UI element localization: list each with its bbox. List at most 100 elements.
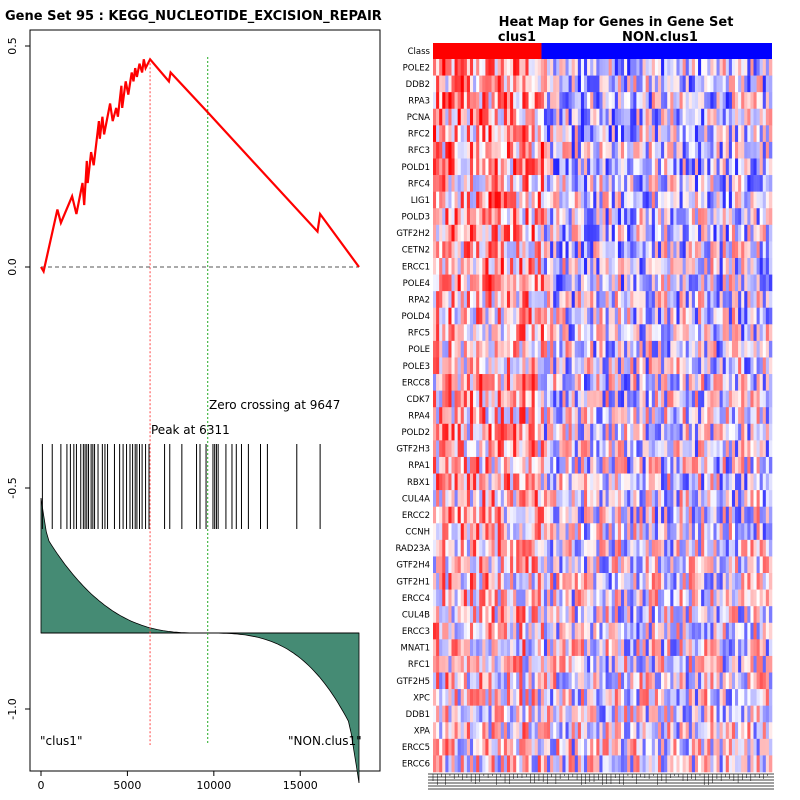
heatmap-cell [528,473,532,491]
heatmap-cell [661,357,665,375]
heatmap-cell [759,722,764,740]
heatmap-cell [611,407,616,425]
heatmap-cell [642,208,646,226]
heatmap-cell [534,689,539,706]
heatmap-cell [460,307,465,325]
heatmap-cell [553,390,557,408]
heatmap-cell [627,705,631,723]
heatmap-cell [741,705,745,723]
heatmap-cell [735,440,739,458]
heatmap-cell [698,622,702,640]
heatmap-cell [565,506,569,524]
heatmap-cell [519,423,523,441]
heatmap-cell [728,689,733,706]
heatmap-cell [710,92,714,110]
heatmap-cell [543,274,548,292]
heatmap-cell [463,108,468,126]
heatmap-cell [747,274,751,292]
heatmap-cell [753,224,757,242]
heatmap-cell [738,108,742,126]
heatmap-cell [590,241,594,259]
heatmap-cell [577,357,582,375]
heatmap-cell [593,705,597,723]
heatmap-cell [448,324,452,342]
heatmap-cell [654,307,659,325]
heatmap-cell [522,175,526,192]
heatmap-cell [534,407,539,425]
heatmap-cell [753,490,757,507]
heatmap-cell [587,59,591,76]
heatmap-cell [596,490,600,507]
heatmap-cell [701,506,705,524]
heatmap-cell [587,473,591,491]
heatmap-cell [562,208,566,226]
heatmap-cell [661,208,665,226]
heatmap-cell [670,490,674,507]
heatmap-cell [741,241,745,259]
heatmap-cell [534,374,539,391]
heatmap-cell [562,224,566,242]
heatmap-cell [540,208,545,226]
heatmap-cell [605,506,609,524]
heatmap-cell [491,208,495,226]
heatmap-cell [556,407,560,425]
heatmap-cell [466,92,471,110]
heatmap-cell [580,158,585,176]
heatmap-cell [762,738,767,756]
heatmap-cell [531,755,535,773]
heatmap-cell [439,158,443,176]
heatmap-cell [457,738,462,756]
heatmap-cell [580,589,585,607]
heatmap-cell [537,573,542,590]
heatmap-cell [494,606,499,624]
heatmap-cell [442,307,446,325]
heatmap-cell [636,175,640,192]
heatmap-cell [534,672,539,690]
heatmap-cell [768,324,773,342]
heatmap-cell [559,158,563,176]
heatmap-cell [590,407,594,425]
heatmap-cell [534,59,539,76]
heatmap-cell [500,672,505,690]
heatmap-cell [673,606,677,624]
heatmap-cell [550,224,554,242]
heatmap-cell [762,722,767,740]
heatmap-cell [725,539,730,557]
heatmap-cell [584,423,588,441]
heatmap-cell [698,274,702,292]
heatmap-cell [719,175,723,192]
heatmap-cell [768,390,773,408]
heatmap-cell [473,523,477,541]
heatmap-cell [445,473,449,491]
heatmap-cell [596,224,600,242]
heatmap-cell [587,573,591,590]
heatmap-cell [537,257,542,275]
heatmap-cell [611,59,616,76]
heatmap-cell [617,606,622,624]
heatmap-cell [516,307,520,325]
heatmap-cell [469,440,474,458]
heatmap-cell [599,224,603,242]
heatmap-cell [753,689,757,706]
heatmap-cell [485,606,489,624]
heatmap-cell [654,390,659,408]
heatmap-cell [590,59,594,76]
heatmap-cell [688,506,693,524]
heatmap-cell [491,440,495,458]
heatmap-cell [500,622,505,640]
heatmap-cell [753,738,757,756]
heatmap-cell [636,340,640,358]
heatmap-cell [537,75,542,93]
heatmap-cell [596,125,600,143]
heatmap-cell [571,175,576,192]
heatmap-cell [651,589,656,607]
heatmap-cell [565,407,569,425]
heatmap-cell [704,606,708,624]
heatmap-cell [577,340,582,358]
heatmap-cell [553,59,557,76]
heatmap-cell [485,374,489,391]
heatmap-cell [556,689,560,706]
heatmap-cell [559,606,563,624]
heatmap-cell [522,722,526,740]
heatmap-cell [651,738,656,756]
